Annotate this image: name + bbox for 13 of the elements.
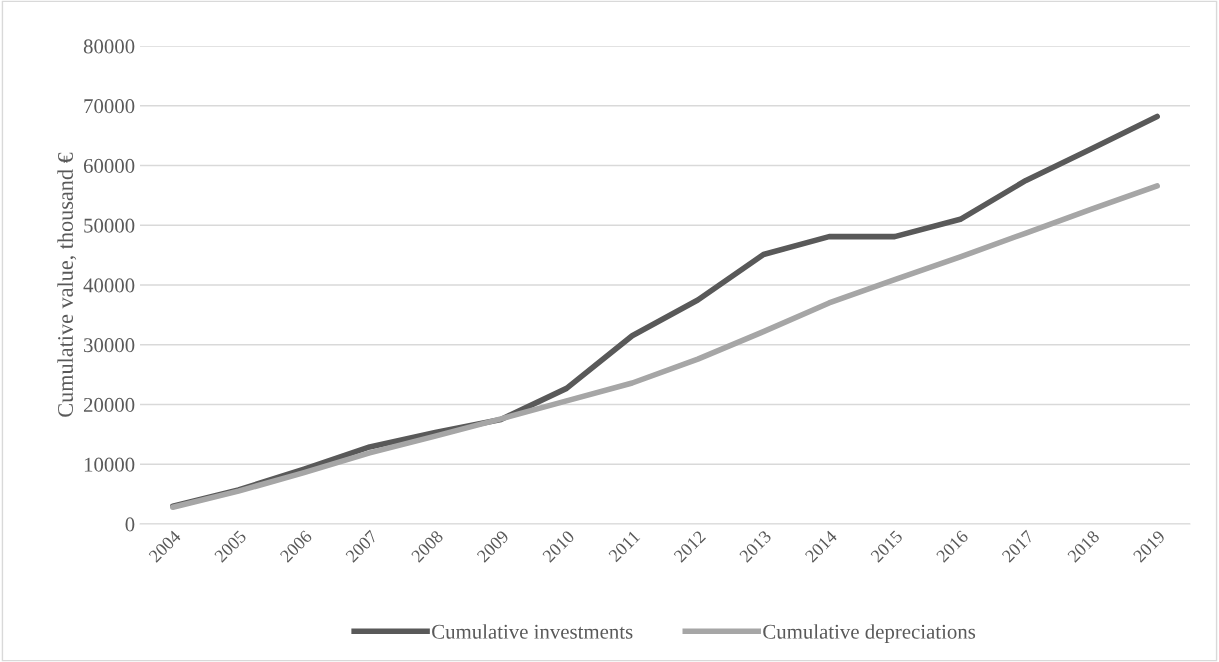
y-tick-label: 70000 <box>84 99 135 114</box>
y-axis-title: Cumulative value, thousand € <box>57 152 77 417</box>
y-tick-label: 50000 <box>84 218 135 233</box>
y-tick-label: 80000 <box>83 39 135 54</box>
y-tick-label: 60000 <box>83 158 135 173</box>
legend-label: Cumulative investments <box>432 624 633 639</box>
y-tick-label: 30000 <box>84 338 135 353</box>
legend-label: Cumulative depreciations <box>763 624 976 644</box>
y-tick-label: 10000 <box>84 457 135 472</box>
y-tick-label: 40000 <box>83 278 135 293</box>
y-tick-label: 0 <box>125 517 135 532</box>
x-tick-label: 2011 <box>608 530 641 563</box>
y-tick-label: 20000 <box>83 397 135 412</box>
